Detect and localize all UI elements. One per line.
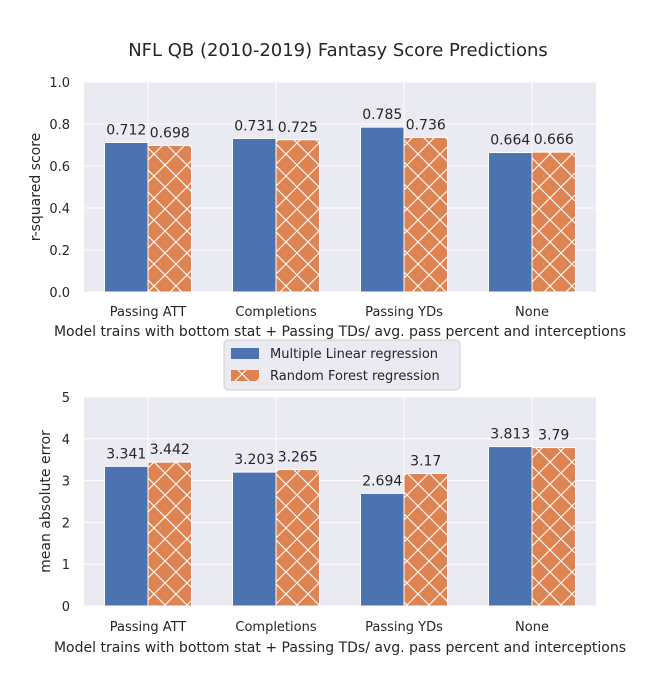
y-tick-label: 0.4	[49, 202, 70, 217]
bar-linear-regression	[487, 152, 533, 293]
x-tick-label: None	[515, 620, 549, 635]
bar-random-forest	[403, 136, 449, 293]
bar-value-label: 0.725	[278, 120, 318, 136]
y-tick-label: 4	[62, 433, 70, 448]
bar-value-label: 0.712	[106, 122, 146, 138]
bar-value-label: 0.736	[406, 117, 446, 133]
y-tick-label: 0.0	[49, 286, 70, 301]
x-axis-label: Model trains with bottom stat + Passing …	[54, 640, 626, 656]
bar-value-label: 0.664	[490, 133, 530, 149]
bar-linear-regression	[487, 446, 533, 607]
y-tick-label: 0.2	[49, 244, 70, 259]
bar-random-forest	[147, 461, 193, 607]
bar-value-label: 0.698	[150, 125, 190, 141]
bar-value-label: 3.17	[410, 453, 441, 469]
legend-label-linear: Multiple Linear regression	[270, 347, 438, 362]
y-tick-label: 2	[62, 516, 70, 531]
y-tick-label: 1	[62, 558, 70, 573]
legend-frame	[223, 339, 461, 391]
bar-value-label: 3.265	[278, 450, 318, 466]
bar-value-label: 0.666	[534, 132, 574, 148]
legend-swatch-forest	[231, 370, 259, 381]
y-tick-label: 0.6	[49, 160, 70, 175]
bar-value-label: 3.203	[234, 452, 274, 468]
bar-value-label: 3.813	[490, 427, 530, 443]
y-tick-label: 0.8	[49, 118, 70, 133]
bar-value-label: 3.442	[150, 442, 190, 458]
bar-value-label: 3.341	[106, 446, 146, 462]
bar-random-forest	[531, 151, 577, 293]
legend: Multiple Linear regression Random Forest…	[223, 339, 461, 391]
y-tick-label: 1.0	[49, 76, 70, 91]
bar-value-label: 2.694	[362, 473, 402, 489]
mae-panel: 0 1 2 3 4 5 Passing ATT Completions Passing YDs N…	[38, 391, 626, 656]
bar-linear-regression	[231, 471, 277, 607]
x-tick-label: Passing ATT	[110, 620, 187, 635]
bar-random-forest	[275, 139, 321, 293]
bar-value-label: 0.731	[234, 118, 274, 134]
bar-linear-regression	[103, 465, 149, 607]
r-squared-panel: 0.0 0.2 0.4 0.6 0.8 1.0 Passing ATT Completions…	[28, 76, 626, 340]
bar-linear-regression	[359, 126, 405, 293]
bar-value-label: 3.79	[538, 428, 569, 444]
bar-random-forest	[275, 469, 321, 607]
x-axis-label: Model trains with bottom stat + Passing …	[54, 324, 626, 340]
y-axis-label: mean absolute error	[38, 430, 54, 573]
x-tick-label: Passing YDs	[365, 620, 443, 635]
chart-title: NFL QB (2010-2019) Fantasy Score Predict…	[128, 40, 548, 61]
y-tick-label: 5	[62, 391, 70, 406]
y-tick-label: 3	[62, 475, 70, 490]
bar-linear-regression	[103, 141, 149, 293]
y-tick-label: 0	[62, 600, 70, 615]
bar-random-forest	[531, 447, 577, 607]
bar-linear-regression	[359, 492, 405, 607]
legend-swatch-linear	[231, 348, 259, 359]
x-tick-label: Completions	[235, 620, 316, 635]
bar-linear-regression	[231, 137, 277, 293]
bar-random-forest	[403, 472, 449, 607]
bar-value-label: 0.785	[362, 107, 402, 123]
x-tick-label: None	[515, 305, 549, 320]
y-axis-label: r-squared score	[28, 133, 44, 242]
x-tick-label: Completions	[235, 305, 316, 320]
legend-label-forest: Random Forest regression	[270, 369, 440, 384]
x-tick-label: Passing ATT	[110, 305, 187, 320]
x-tick-label: Passing YDs	[365, 305, 443, 320]
bar-random-forest	[147, 144, 193, 293]
